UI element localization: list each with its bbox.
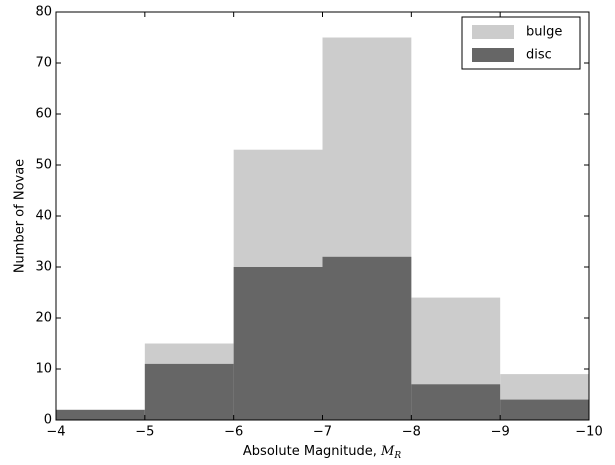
x-tick-label: −9 <box>491 425 510 440</box>
histogram-bar <box>56 409 145 420</box>
legend-swatch <box>472 25 514 39</box>
x-axis-label-subscript: R <box>393 451 401 461</box>
histogram-bar <box>500 399 589 420</box>
y-tick-label: 70 <box>35 56 52 71</box>
legend-label: disc <box>526 48 552 63</box>
y-axis-label: Number of Novae <box>13 159 28 273</box>
legend-label: bulge <box>526 25 562 40</box>
x-tick-label: −5 <box>135 425 154 440</box>
y-tick-label: 30 <box>35 260 52 275</box>
histogram-bar <box>233 267 323 420</box>
x-tick-label: −7 <box>313 425 332 440</box>
y-tick-label: 40 <box>35 209 52 224</box>
x-axis-label: Absolute Magnitude, MR <box>243 444 401 461</box>
histogram-bar <box>411 384 501 420</box>
x-tick-label: −10 <box>575 425 602 440</box>
y-tick-label: 60 <box>35 107 52 122</box>
x-tick-label: −4 <box>46 425 65 440</box>
y-tick-label: 80 <box>35 5 52 20</box>
x-axis-label-symbol: M <box>380 444 395 459</box>
y-tick-label: 50 <box>35 158 52 173</box>
legend-swatch <box>472 48 514 62</box>
y-tick-label: 0 <box>44 413 52 428</box>
histogram-bar <box>322 256 412 420</box>
y-tick-label: 10 <box>35 362 52 377</box>
histogram-bar <box>144 363 234 420</box>
y-tick-label: 20 <box>35 311 52 326</box>
x-tick-label: −8 <box>402 425 421 440</box>
x-axis-label-text: Absolute Magnitude, <box>243 444 381 459</box>
x-tick-label: −6 <box>224 425 243 440</box>
